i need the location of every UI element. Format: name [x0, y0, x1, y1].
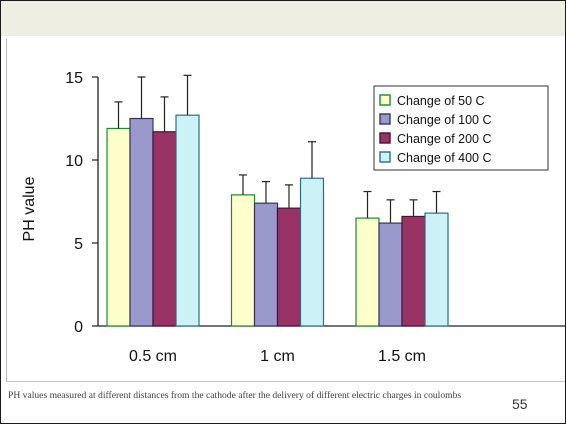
bar-chart: PH value 0 5 10 15 0.5 cm 1 cm 1.5 cm Change o… [21, 70, 565, 365]
bar [152, 131, 177, 327]
error-bars [114, 74, 441, 224]
bars [106, 114, 449, 327]
bar [230, 194, 256, 327]
bar [253, 202, 279, 327]
legend-label: Change of 100 C [397, 113, 492, 127]
legend-swatch [379, 113, 391, 125]
chart-panel: PH value 0 5 10 15 0.5 cm 1 cm 1.5 cm Change o… [6, 39, 565, 382]
bar [299, 177, 325, 327]
y-tick-label: 15 [65, 70, 83, 87]
page-number: 55 [512, 396, 528, 412]
bar [401, 215, 426, 327]
legend-label: Change of 400 C [397, 151, 492, 165]
legend-label: Change of 50 C [397, 94, 485, 108]
slide-header-band [1, 1, 565, 36]
y-axis-title: PH value [21, 176, 38, 241]
legend-label: Change of 200 C [397, 132, 492, 146]
bar [106, 127, 131, 327]
legend-swatch [379, 132, 391, 144]
x-tick-label: 0.5 cm [129, 348, 177, 365]
bar [175, 114, 200, 327]
bar [378, 222, 403, 327]
y-tick-label: 5 [74, 236, 83, 253]
bar [424, 212, 449, 327]
bar [355, 217, 380, 327]
bar [129, 117, 154, 327]
legend-swatch [379, 94, 391, 106]
legend-swatch [379, 151, 391, 163]
figure-caption: PH values measured at different distance… [8, 390, 462, 401]
x-tick-label: 1.5 cm [378, 348, 426, 365]
y-axis-label-group: PH value [21, 176, 38, 241]
y-tick-label: 0 [74, 319, 83, 336]
x-tick-label: 1 cm [260, 348, 295, 365]
legend-box [373, 85, 549, 171]
legend: Change of 50 C Change of 100 C Change of 2… [373, 85, 549, 171]
y-tick-label: 10 [65, 153, 83, 170]
bar [276, 207, 302, 327]
